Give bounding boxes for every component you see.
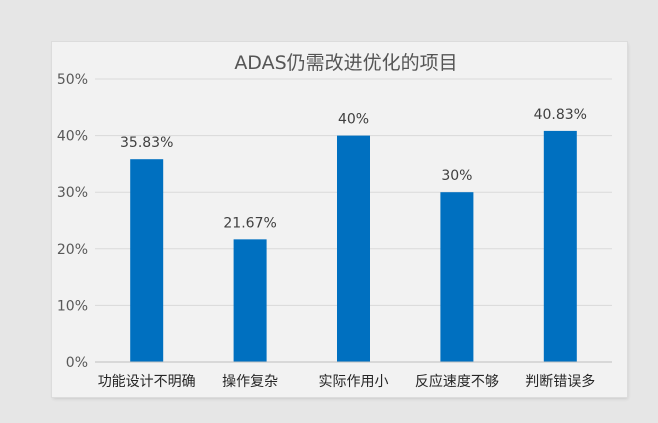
bar (130, 159, 164, 362)
data-label: 30% (441, 168, 472, 184)
x-category-label: 判断错误多 (525, 373, 595, 390)
data-labels: 35.83% 21.67% 40% 30% 40.83% (120, 107, 587, 231)
x-category-label: 功能设计不明确 (98, 374, 196, 390)
y-tick-label: 30% (57, 185, 88, 201)
data-label: 35.83% (120, 135, 173, 151)
bar (440, 192, 474, 362)
y-tick-label: 40% (57, 129, 88, 145)
bar (543, 130, 577, 362)
x-axis-categories: 功能设计不明确 操作复杂 实际作用小 反应速度不够 判断错误多 (98, 373, 596, 390)
bar (233, 239, 267, 362)
x-category-label: 反应速度不够 (415, 373, 499, 390)
bars (130, 130, 577, 362)
bar (337, 135, 370, 362)
y-tick-label: 20% (57, 242, 88, 258)
y-tick-label: 0% (66, 355, 88, 371)
y-tick-label: 10% (57, 298, 88, 314)
chart-title: ADAS仍需改进优化的项目 (234, 52, 457, 74)
data-label: 40% (338, 112, 369, 128)
y-tick-label: 50% (57, 72, 88, 88)
x-category-label: 实际作用小 (319, 374, 389, 390)
data-label: 40.83% (534, 107, 587, 123)
x-category-label: 操作复杂 (222, 373, 278, 390)
y-axis-ticks: 0% 10% 20% 30% 40% 50% (57, 72, 88, 371)
data-label: 21.67% (223, 215, 276, 231)
